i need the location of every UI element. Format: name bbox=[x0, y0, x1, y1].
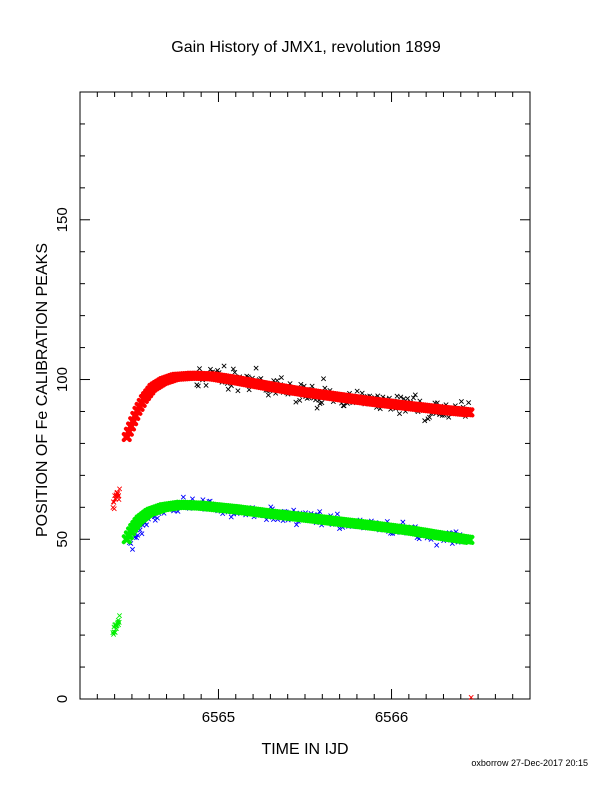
data-point bbox=[468, 694, 474, 700]
data-point bbox=[111, 499, 117, 505]
data-point bbox=[293, 399, 299, 405]
data-point bbox=[154, 515, 160, 521]
data-point bbox=[400, 519, 406, 525]
data-point bbox=[405, 396, 411, 402]
data-point bbox=[112, 629, 118, 635]
data-point bbox=[116, 619, 122, 625]
data-point bbox=[143, 522, 150, 528]
series-1 bbox=[121, 370, 475, 443]
data-point bbox=[265, 392, 271, 398]
fit-point bbox=[464, 407, 475, 418]
tick-labels: 6565 6566 0 50 100 150 bbox=[54, 207, 408, 726]
data-point bbox=[319, 400, 325, 406]
data-point bbox=[396, 411, 403, 417]
series-6 bbox=[468, 694, 474, 700]
y-tick-label: 150 bbox=[54, 207, 71, 232]
data-point bbox=[341, 403, 347, 409]
data-point bbox=[253, 365, 259, 371]
y-axis-label: POSITION OF Fe CALIBRATION PEAKS bbox=[34, 243, 51, 537]
data-point bbox=[298, 381, 304, 387]
series-4 bbox=[121, 499, 475, 545]
axis-ticks bbox=[79, 91, 531, 700]
data-point bbox=[314, 405, 320, 411]
y-tick-label: 50 bbox=[54, 531, 71, 548]
y-tick-label: 100 bbox=[54, 367, 71, 392]
data-point bbox=[139, 531, 145, 537]
data-point bbox=[334, 511, 340, 517]
data-point bbox=[410, 395, 416, 401]
data-point bbox=[398, 394, 404, 400]
data-point bbox=[134, 535, 140, 541]
chart-title: Gain History of JMX1, revolution 1899 bbox=[171, 39, 441, 56]
y-tick-label: 0 bbox=[54, 695, 71, 703]
data-point bbox=[317, 509, 323, 515]
data-point bbox=[111, 629, 117, 635]
data-point bbox=[293, 522, 300, 528]
data-point bbox=[309, 383, 315, 389]
data-point bbox=[458, 399, 464, 405]
data-point bbox=[446, 414, 452, 420]
data-point bbox=[337, 526, 343, 532]
data-point bbox=[466, 400, 472, 406]
series-2 bbox=[110, 486, 123, 512]
data-point bbox=[230, 366, 236, 372]
data-point bbox=[434, 542, 440, 548]
data-point bbox=[359, 390, 365, 396]
data-point bbox=[195, 383, 201, 389]
data-point bbox=[278, 375, 284, 381]
data-point bbox=[321, 376, 327, 382]
fit-point bbox=[464, 534, 475, 545]
data-point bbox=[412, 392, 418, 398]
footer-timestamp: oxborrow 27-Dec-2017 20:15 bbox=[471, 758, 588, 768]
data-point bbox=[422, 418, 428, 424]
x-tick-label: 6565 bbox=[202, 709, 235, 726]
data-point bbox=[394, 393, 400, 399]
data-point bbox=[297, 397, 303, 403]
x-axis-label: TIME IN IJD bbox=[261, 741, 348, 758]
data-point bbox=[235, 388, 241, 394]
data-point bbox=[203, 382, 209, 388]
data-point bbox=[116, 613, 123, 619]
data-point bbox=[180, 494, 186, 500]
data-point bbox=[426, 414, 433, 420]
data-point bbox=[116, 497, 122, 503]
data-point bbox=[116, 492, 122, 499]
data-point bbox=[111, 506, 117, 512]
data-point bbox=[129, 546, 136, 552]
data-point bbox=[117, 486, 123, 492]
data-points bbox=[110, 363, 475, 700]
data-point bbox=[135, 532, 141, 538]
data-point bbox=[232, 369, 238, 375]
data-point bbox=[196, 366, 203, 372]
data-point bbox=[354, 388, 360, 394]
x-tick-label: 6566 bbox=[375, 709, 408, 726]
data-point bbox=[221, 363, 227, 369]
series-5 bbox=[110, 613, 123, 637]
